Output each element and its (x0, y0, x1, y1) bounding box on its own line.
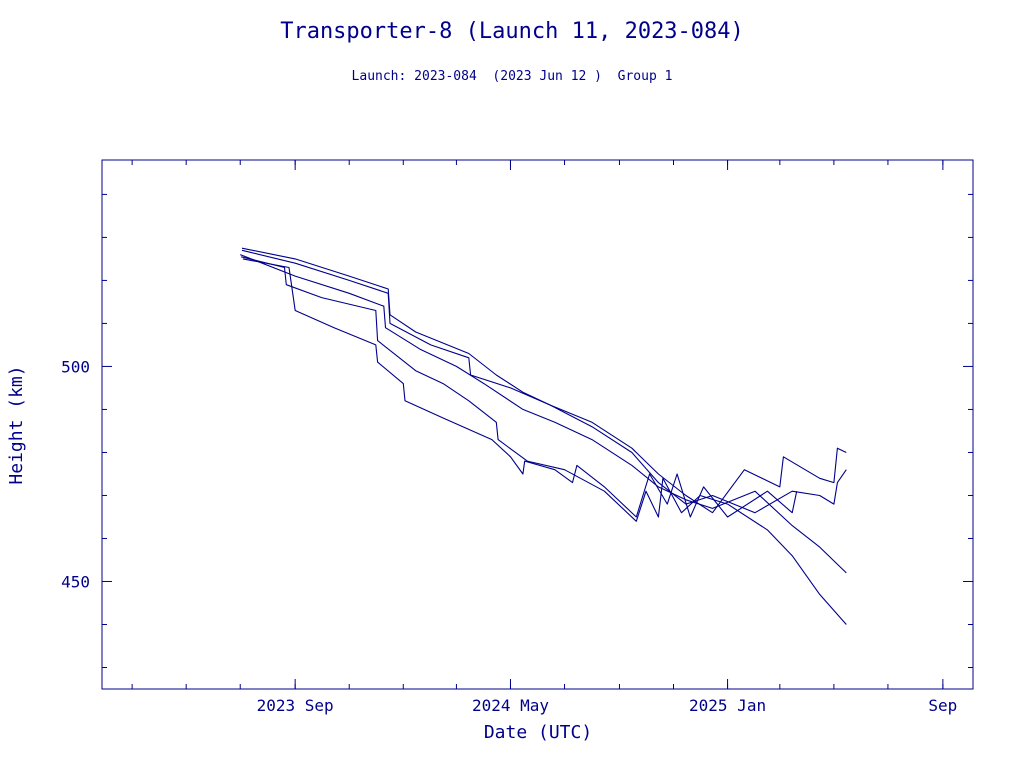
x-tick-label: 2024 May (472, 696, 549, 715)
x-tick-label: 2025 Jan (689, 696, 766, 715)
tick-labels: 2023 Sep 2024 May 2025 Jan Sep 450 500 (61, 357, 957, 715)
series-line-2 (241, 249, 847, 514)
series-line-4 (240, 256, 847, 625)
tick-marks (102, 160, 973, 689)
series-line-5 (242, 258, 798, 518)
chart-title: Transporter-8 (Launch 11, 2023-084) (280, 19, 744, 44)
x-tick-label: Sep (928, 696, 957, 715)
chart-subtitle: Launch: 2023-084 (2023 Jun 12 ) Group 1 (352, 69, 673, 84)
series-lines (239, 247, 847, 625)
y-tick-label: 450 (61, 572, 90, 591)
plot-frame (101, 159, 974, 690)
series-line-3 (239, 254, 847, 574)
y-axis-label: Height (km) (6, 365, 27, 484)
x-tick-label: 2023 Sep (257, 696, 334, 715)
x-axis-label: Date (UTC) (484, 722, 592, 743)
y-tick-label: 500 (61, 357, 90, 376)
